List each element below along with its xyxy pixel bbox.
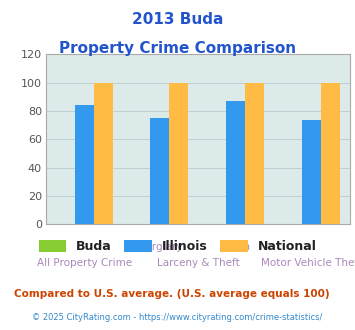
Text: Arson: Arson xyxy=(221,243,251,252)
Text: All Property Crime: All Property Crime xyxy=(37,258,132,268)
Text: Compared to U.S. average. (U.S. average equals 100): Compared to U.S. average. (U.S. average … xyxy=(14,289,330,299)
Bar xyxy=(94,83,113,224)
Bar xyxy=(169,83,189,224)
Text: Property Crime Comparison: Property Crime Comparison xyxy=(59,41,296,56)
Bar xyxy=(151,118,169,224)
Text: Burglary: Burglary xyxy=(138,243,182,252)
Text: 2013 Buda: 2013 Buda xyxy=(132,12,223,26)
Text: Larceny & Theft: Larceny & Theft xyxy=(157,258,239,268)
Legend: Buda, Illinois, National: Buda, Illinois, National xyxy=(34,235,321,258)
Bar xyxy=(321,83,340,224)
Bar xyxy=(302,119,321,224)
Text: © 2025 CityRating.com - https://www.cityrating.com/crime-statistics/: © 2025 CityRating.com - https://www.city… xyxy=(32,314,323,322)
Bar xyxy=(226,101,245,224)
Bar xyxy=(245,83,264,224)
Text: Motor Vehicle Theft: Motor Vehicle Theft xyxy=(261,258,355,268)
Bar xyxy=(75,106,94,224)
